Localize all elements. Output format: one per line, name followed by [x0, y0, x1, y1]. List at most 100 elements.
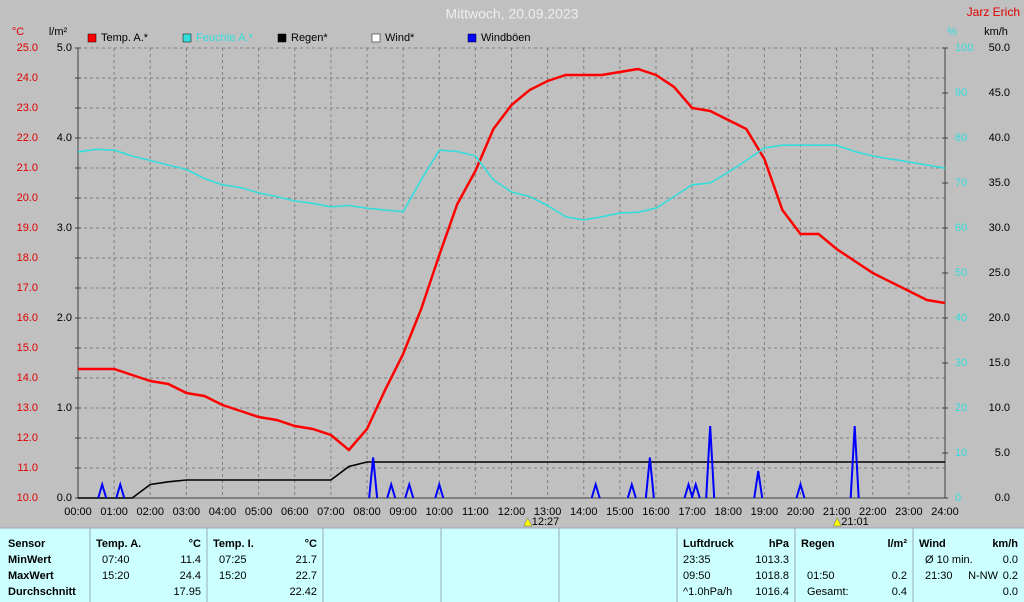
y-tick-label: 5.0 [995, 447, 1010, 459]
y-tick-label: 15.0 [989, 357, 1010, 369]
gust-spike [683, 480, 694, 499]
y-tick-label: 40.0 [989, 132, 1010, 144]
x-tick-label: 13:00 [534, 506, 562, 518]
cell-time: 07:40 [102, 554, 130, 566]
x-tick-label: 03:00 [173, 506, 201, 518]
author: Jarz Erich [967, 5, 1020, 19]
y-tick-label: 90 [955, 87, 967, 99]
y-tick-label: 4.0 [57, 132, 72, 144]
legend-label: Temp. A.* [101, 32, 149, 44]
unit-label: l/m² [49, 26, 68, 38]
y-tick-label: 0.0 [995, 492, 1010, 504]
cell-time: 09:50 [683, 570, 711, 582]
y-tick-label: 70 [955, 177, 967, 189]
table-header: Sensor [8, 538, 46, 550]
x-tick-label: 04:00 [209, 506, 237, 518]
y-tick-label: 100 [955, 42, 973, 54]
y-tick-label: 15.0 [17, 342, 38, 354]
cell-time: 23:35 [683, 554, 711, 566]
cell-value: 1013.3 [755, 554, 789, 566]
y-tick-label: 60 [955, 222, 967, 234]
y-tick-label: 35.0 [989, 177, 1010, 189]
cell-value: 0.2 [892, 570, 907, 582]
y-tick-label: 45.0 [989, 87, 1010, 99]
cell-value: 1016.4 [755, 586, 789, 598]
table-header: Wind [919, 538, 946, 550]
series-line [78, 461, 945, 499]
cell-time: 01:50 [807, 570, 835, 582]
table-unit: °C [305, 538, 317, 550]
gust-spike [626, 480, 637, 499]
cell-value: 0.4 [892, 586, 907, 598]
x-tick-label: 24:00 [931, 506, 959, 518]
gust-spike [690, 480, 701, 499]
x-tick-label: 21:00 [823, 506, 851, 518]
y-tick-label: 0.0 [57, 492, 72, 504]
row-label: Durchschnitt [8, 586, 76, 598]
row-label: MaxWert [8, 570, 54, 582]
x-tick-label: 12:00 [498, 506, 526, 518]
y-tick-label: 40 [955, 312, 967, 324]
y-tick-label: 80 [955, 132, 967, 144]
x-tick-label: 06:00 [281, 506, 309, 518]
gust-spike [849, 425, 860, 499]
table-unit: l/m² [887, 538, 907, 550]
y-tick-label: 16.0 [17, 312, 38, 324]
cell-value: 0.0 [1003, 586, 1018, 598]
y-tick-label: 21.0 [17, 162, 38, 174]
table-unit: km/h [992, 538, 1018, 550]
x-tick-label: 15:00 [606, 506, 634, 518]
x-tick-label: 05:00 [245, 506, 273, 518]
y-tick-label: 13.0 [17, 402, 38, 414]
marker-icon [523, 517, 533, 527]
table-header: Temp. I. [213, 538, 254, 550]
y-tick-label: 20.0 [17, 192, 38, 204]
series-line [77, 144, 946, 221]
x-tick-label: 01:00 [100, 506, 128, 518]
y-tick-label: 24.0 [17, 72, 38, 84]
gust-spike [115, 480, 126, 499]
cell-time: 21:30 [925, 570, 953, 582]
y-tick-label: 50.0 [989, 42, 1010, 54]
annotation: 21:01 [841, 516, 869, 528]
cell-value: 21.7 [296, 554, 317, 566]
x-tick-label: 00:00 [64, 506, 92, 518]
gust-spike [97, 480, 108, 499]
unit-label: °C [12, 26, 24, 38]
x-tick-label: 11:00 [462, 506, 489, 518]
gust-spike [404, 480, 415, 499]
cell-time: 15:20 [219, 570, 247, 582]
table-header: Temp. A. [96, 538, 141, 550]
x-tick-label: 09:00 [389, 506, 417, 518]
x-tick-label: 18:00 [714, 506, 742, 518]
y-tick-label: 11.0 [17, 462, 38, 474]
y-tick-label: 22.0 [17, 132, 38, 144]
y-tick-label: 10 [955, 447, 967, 459]
cell-value: 17.95 [173, 586, 201, 598]
legend-swatch [87, 33, 97, 43]
marker-icon [832, 517, 842, 527]
legend-swatch [277, 33, 287, 43]
cell-time: ^1.0hPa/h [683, 586, 732, 598]
y-tick-label: 14.0 [17, 372, 38, 384]
gust-spike [590, 480, 601, 499]
y-tick-label: 12.0 [17, 432, 38, 444]
y-tick-label: 23.0 [17, 102, 38, 114]
y-tick-label: 10.0 [17, 492, 38, 504]
cell-value: 0.2 [1003, 570, 1018, 582]
table-unit: °C [189, 538, 201, 550]
cell-time: 15:20 [102, 570, 130, 582]
y-tick-label: 19.0 [17, 222, 38, 234]
x-tick-label: 22:00 [859, 506, 887, 518]
cell-value: 22.7 [296, 570, 317, 582]
unit-label: % [947, 26, 957, 38]
y-tick-label: 3.0 [57, 222, 72, 234]
legend-swatch [467, 33, 477, 43]
y-tick-label: 1.0 [57, 402, 72, 414]
x-tick-label: 08:00 [353, 506, 381, 518]
x-tick-label: 17:00 [678, 506, 706, 518]
table-header: Luftdruck [683, 538, 735, 550]
y-tick-label: 20.0 [989, 312, 1010, 324]
legend-label: Wind* [385, 32, 415, 44]
